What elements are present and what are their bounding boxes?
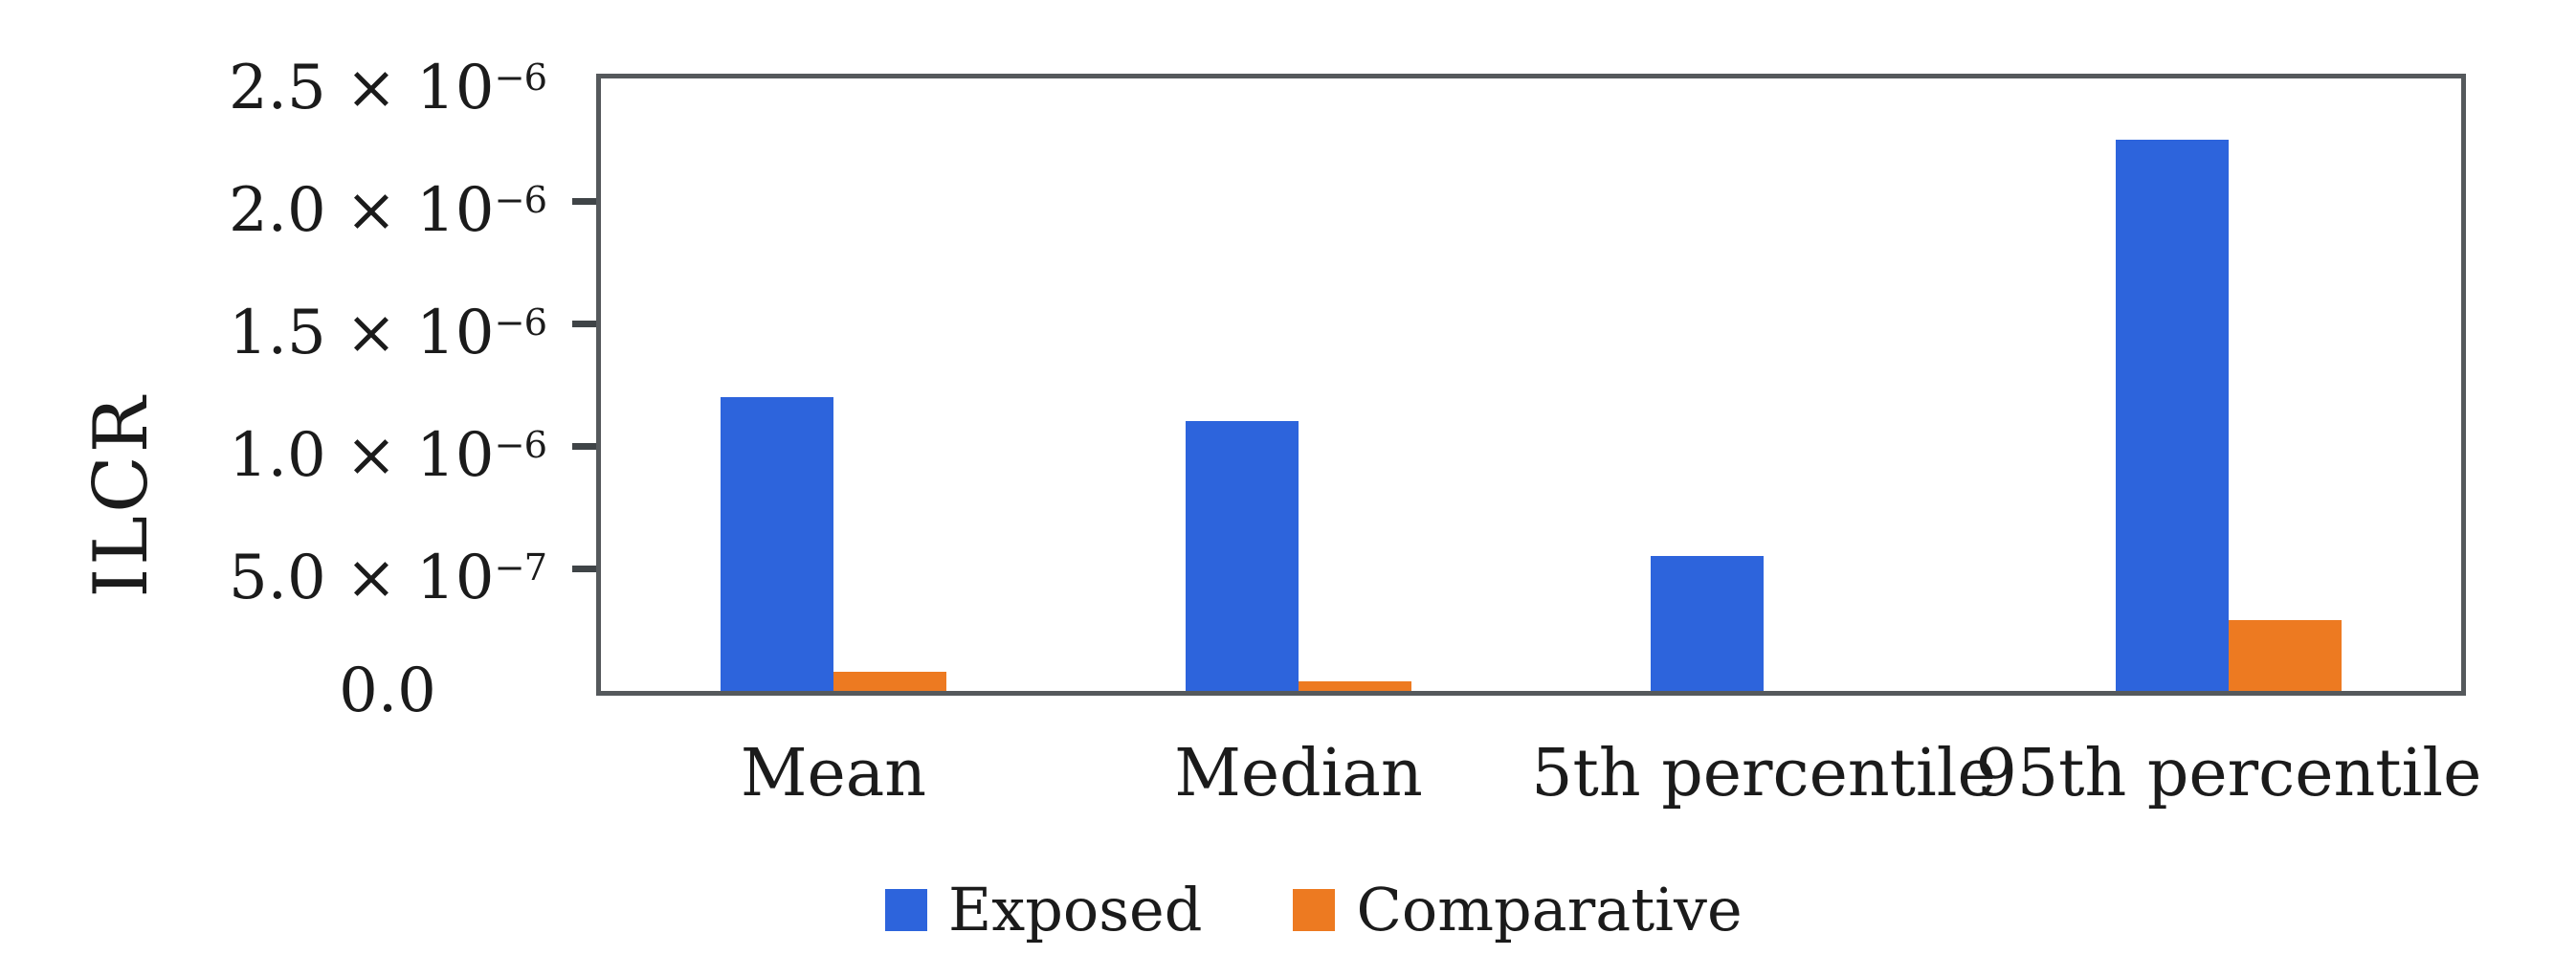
legend-swatch-exposed xyxy=(885,889,927,931)
plot-area xyxy=(572,74,2466,696)
bar-comparative-mean xyxy=(833,672,946,691)
x-category-label-95th-percentile: 95th percentile xyxy=(1975,736,2482,811)
y-tick-label-2-0-10e-6: 2.0 × 10−6 xyxy=(228,175,547,247)
legend-label-exposed: Exposed xyxy=(948,875,1203,945)
bar-exposed-mean xyxy=(721,397,833,691)
legend-item-comparative: Comparative xyxy=(1293,875,1743,945)
y-axis-tick xyxy=(572,321,596,327)
legend-swatch-comparative xyxy=(1293,889,1336,931)
legend-label-comparative: Comparative xyxy=(1356,875,1743,945)
bar-comparative-95th-percentile xyxy=(2229,620,2342,691)
y-tick-label-1-0-10e-6: 1.0 × 10−6 xyxy=(228,420,547,492)
bar-exposed-median xyxy=(1186,421,1299,691)
x-category-label-5th-percentile: 5th percentile xyxy=(1531,736,1996,811)
y-tick-label-2-5-10e-6: 2.5 × 10−6 xyxy=(228,53,547,124)
y-axis-tick xyxy=(572,566,596,572)
y-tick-label-1-5-10e-6: 1.5 × 10−6 xyxy=(228,298,547,369)
y-tick-label-0-0: 0.0 xyxy=(339,656,436,726)
y-axis-tick xyxy=(572,198,596,205)
bar-exposed-95th-percentile xyxy=(2116,140,2229,691)
x-category-label-median: Median xyxy=(1174,736,1423,811)
y-axis-title: ILCR xyxy=(78,393,165,598)
legend: Exposed Comparative xyxy=(885,880,1743,940)
y-tick-label-5-0-10e-7: 5.0 × 10−7 xyxy=(228,543,547,614)
legend-item-exposed: Exposed xyxy=(885,880,1202,940)
x-category-label-mean: Mean xyxy=(740,736,927,811)
bar-exposed-5th-percentile xyxy=(1651,556,1764,691)
bar-comparative-median xyxy=(1299,681,1411,691)
y-axis-tick xyxy=(572,443,596,450)
